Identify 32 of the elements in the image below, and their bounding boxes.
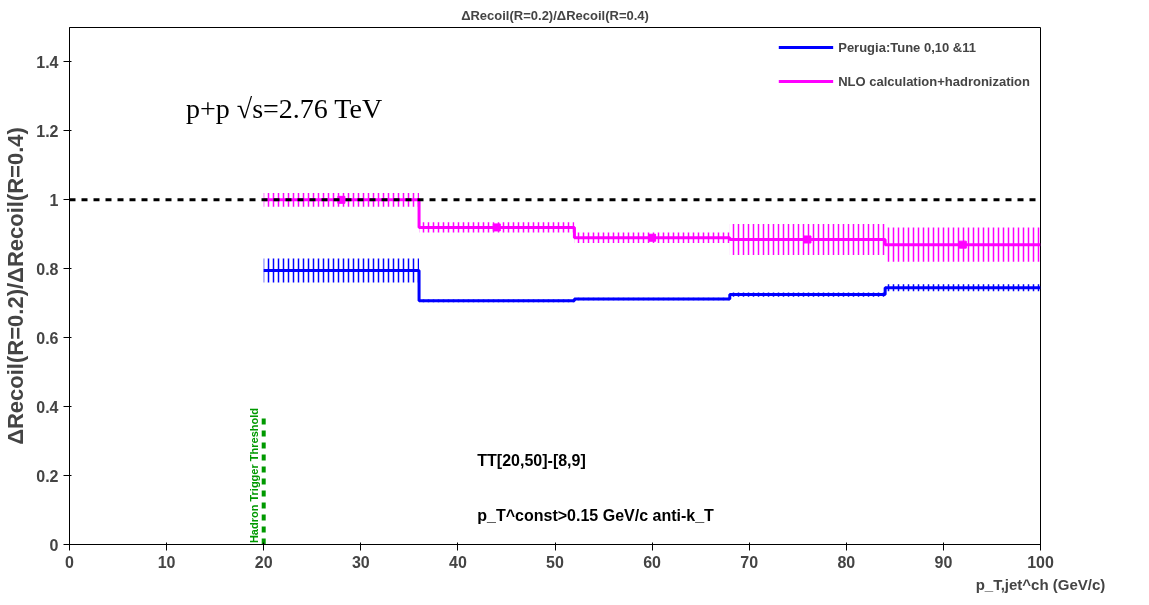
y-tick-label: 0.2 [36,467,59,485]
x-tick-label: 0 [65,553,75,571]
x-tick-label: 100 [1027,553,1054,571]
chart-title: ΔRecoil(R=0.2)/ΔRecoil(R=0.4) [461,7,649,23]
y-tick-label: 1 [49,191,59,209]
x-tick-label: 10 [157,553,176,571]
x-tick-label: 30 [351,553,370,571]
y-tick-label: 1.4 [36,53,59,71]
y-tick-label: 0.4 [36,398,59,416]
point [648,233,657,242]
y-axis-title: ΔRecoil(R=0.2)/ΔRecoil(R=0.4) [3,127,29,445]
x-tick-label: 50 [546,553,564,571]
point [492,223,501,232]
x-tick-label: 80 [837,553,856,571]
y-tick-label: 0.6 [36,329,59,347]
y-tick-label: 0 [49,536,59,554]
x-tick-label: 70 [740,553,759,571]
x-tick-label: 20 [254,553,273,571]
x-tick-label: 90 [934,553,953,571]
x-tick-label: 40 [449,553,467,571]
x-tick-label: 60 [643,553,662,571]
legend-label: NLO calculation+hadronization [838,73,1030,89]
annotation: p_T^const>0.15 GeV/c anti-k_T [477,506,715,524]
y-tick-label: 1.2 [36,122,59,140]
annotation: Hadron Trigger Threshold [247,408,260,544]
annotation: p+p √s=2.76 TeV [186,93,383,125]
legend-label: Perugia:Tune 0,10 &11 [838,39,976,55]
point [958,240,967,249]
y-tick-label: 0.8 [36,260,59,278]
point [803,235,812,244]
annotation: TT[20,50]-[8,9] [477,451,586,469]
x-axis-title: p_T,jet^ch (GeV/c) [975,575,1106,593]
